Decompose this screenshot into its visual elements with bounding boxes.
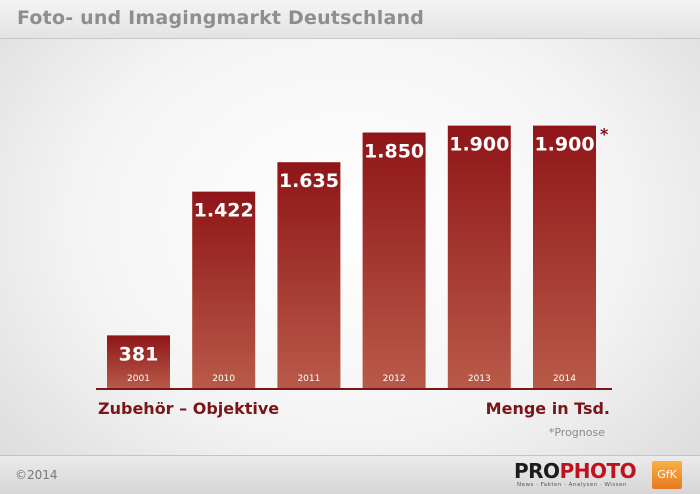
bar-2012 xyxy=(362,132,426,388)
header-bar: Foto- und Imagingmarkt Deutschland xyxy=(0,0,700,39)
bar-value-label: 1.635 xyxy=(279,170,339,192)
page-title: Foto- und Imagingmarkt Deutschland xyxy=(17,7,425,29)
category-label: 2011 xyxy=(297,374,320,384)
bar-2014 xyxy=(533,125,596,388)
bar-value-label: 1.850 xyxy=(364,141,424,163)
forecast-marker: * xyxy=(600,125,609,144)
category-label: 2014 xyxy=(553,374,576,384)
category-label: 2013 xyxy=(468,374,491,384)
copyright: ©2014 xyxy=(15,468,58,482)
footer-bar: ©2014 PROPHOTO News · Fakten · Analysen … xyxy=(0,455,700,494)
bar-2001 xyxy=(107,335,170,388)
prophoto-logo: PROPHOTO News · Fakten · Analysen · Wiss… xyxy=(514,460,638,490)
category-label: 2012 xyxy=(383,374,406,384)
logo-photo-text: PHOTO xyxy=(559,459,637,483)
bar-2010 xyxy=(192,191,256,388)
bar-value-label: 1.900 xyxy=(534,134,594,156)
bar-2013 xyxy=(447,125,511,388)
category-label: 2010 xyxy=(212,374,235,384)
gfk-logo-text: GfK xyxy=(657,468,677,481)
gfk-logo: GfK xyxy=(652,461,682,489)
footnote: *Prognose xyxy=(548,426,605,439)
bar-value-label: 1.900 xyxy=(449,134,509,156)
bar-value-label: 381 xyxy=(119,343,159,365)
bar-value-label: 1.422 xyxy=(194,200,254,222)
y-axis-label: Menge in Tsd. xyxy=(486,399,610,418)
bar-2011 xyxy=(277,162,341,388)
x-axis-label: Zubehör – Objektive xyxy=(98,399,279,418)
logo-pro-text: PRO xyxy=(514,459,560,483)
category-label: 2001 xyxy=(127,374,150,384)
logo-tagline: News · Fakten · Analysen · Wissen xyxy=(517,482,627,488)
